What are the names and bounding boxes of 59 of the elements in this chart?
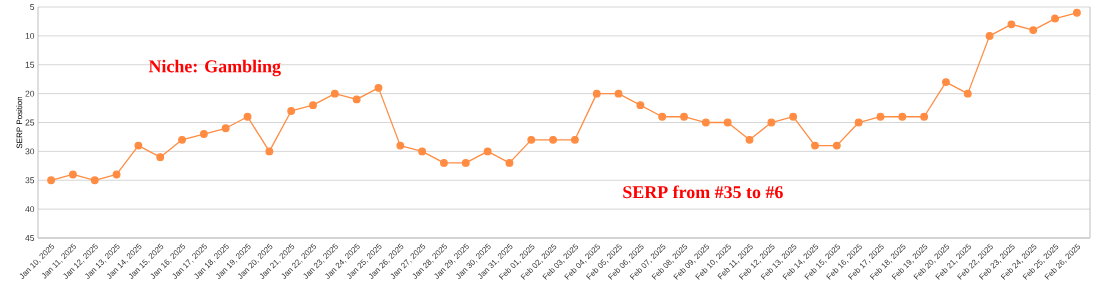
y-tick-label: 35	[25, 177, 35, 184]
point	[352, 95, 361, 104]
point	[549, 135, 558, 144]
point	[178, 135, 186, 144]
point	[374, 83, 383, 92]
point	[1051, 14, 1060, 23]
point	[920, 112, 929, 121]
point	[483, 147, 492, 156]
point	[221, 124, 230, 133]
point	[636, 101, 645, 110]
point	[592, 89, 601, 98]
point	[330, 89, 339, 98]
point	[199, 130, 208, 138]
y-tick-label: 25	[25, 119, 35, 126]
point	[461, 158, 470, 167]
point	[658, 112, 667, 121]
point	[112, 170, 121, 179]
point	[614, 89, 623, 98]
point	[701, 118, 710, 127]
y-tick-label: 10	[25, 32, 35, 39]
point	[985, 31, 994, 40]
point	[767, 118, 776, 127]
point	[156, 153, 165, 162]
y-tick-label: 30	[25, 148, 35, 155]
annotation: SERP from #35 to #6	[623, 185, 783, 199]
y-tick-label: 45	[25, 235, 35, 241]
point	[243, 112, 252, 121]
point	[68, 170, 77, 179]
y-tick-label: 40	[25, 206, 35, 213]
point	[1007, 20, 1016, 29]
y-tick-label: 20	[25, 90, 35, 97]
point	[265, 147, 274, 156]
point	[745, 135, 754, 144]
point	[134, 141, 143, 150]
point	[418, 147, 427, 156]
point	[570, 135, 579, 144]
point	[287, 107, 296, 115]
point	[309, 101, 317, 110]
point	[505, 158, 514, 167]
point	[396, 141, 405, 150]
point	[680, 112, 688, 121]
point	[47, 176, 56, 185]
point	[1029, 26, 1038, 35]
point	[811, 141, 819, 150]
point	[1072, 8, 1081, 17]
point	[898, 112, 907, 121]
point	[723, 118, 732, 127]
point	[527, 135, 536, 144]
point	[942, 78, 950, 87]
point	[963, 89, 972, 98]
point	[90, 176, 99, 185]
point	[854, 118, 863, 127]
y-tick-label: 5	[30, 4, 35, 10]
annotation: Niche: Gambling	[148, 59, 281, 77]
point	[876, 112, 885, 121]
point	[789, 112, 798, 121]
point	[440, 158, 448, 167]
y-tick-label: 15	[25, 61, 35, 68]
point	[832, 141, 841, 150]
